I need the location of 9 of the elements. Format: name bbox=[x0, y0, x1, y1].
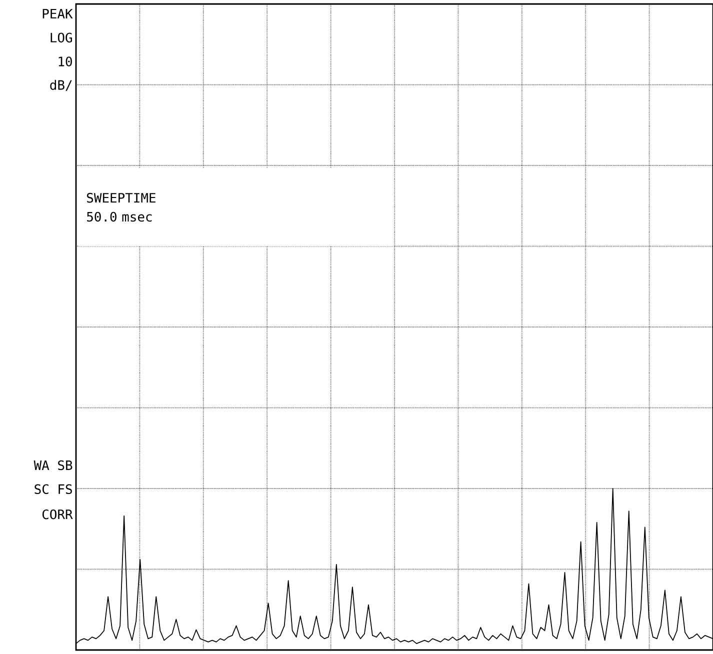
text: PEAK bbox=[42, 8, 73, 18]
text: SWEEPTIME bbox=[86, 192, 156, 203]
text: CORR bbox=[42, 509, 73, 520]
text: SC FS bbox=[34, 484, 72, 494]
text: dB/ bbox=[50, 80, 72, 91]
text: WA SB bbox=[34, 460, 72, 470]
text: LOG bbox=[50, 32, 72, 42]
text: 10 bbox=[58, 56, 72, 66]
text: 50.0 msec bbox=[87, 212, 152, 222]
